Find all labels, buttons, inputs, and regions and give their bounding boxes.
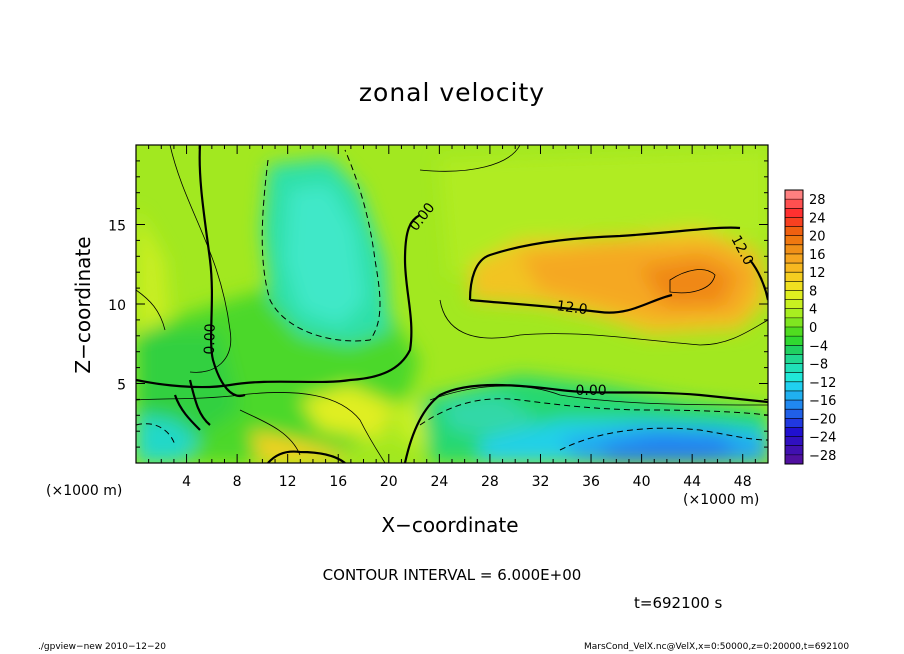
x-tick-label: 36: [582, 474, 600, 490]
colorbar-label: 0: [809, 321, 817, 336]
contour-interval-text: CONTOUR INTERVAL = 6.000E+00: [322, 566, 582, 584]
colorbar-label: −12: [809, 376, 836, 391]
x-tick-label: 32: [532, 474, 550, 490]
dashed-contours: [136, 149, 768, 451]
x-tick-label: 8: [233, 474, 242, 490]
thin-contours: [136, 145, 768, 463]
colorbar-segment: [785, 454, 803, 465]
footer-right: MarsCond_VelX.nc@VelX,x=0:50000,z=0:2000…: [584, 642, 850, 652]
colorbar-label: 16: [809, 248, 826, 263]
colorbar-segment: [785, 253, 803, 264]
colorbar-segment: [785, 317, 803, 328]
time-label: t=692100 s: [634, 594, 723, 612]
colorbar-segment: [785, 363, 803, 374]
x-tick-label: 12: [279, 474, 297, 490]
colorbar-label: −24: [809, 431, 836, 446]
colorbar-label: −20: [809, 412, 836, 427]
colorbar-segment: [785, 336, 803, 346]
colorbar-segment: [785, 235, 803, 246]
colorbar-label: −16: [809, 394, 836, 409]
colorbar-label: −8: [809, 358, 828, 373]
x-ticks: 4 8 12 16 20 24 28 32 36 40 44 48: [148, 145, 756, 490]
colorbar-label: 8: [809, 284, 817, 299]
colorbar-label: 12: [809, 266, 826, 281]
x-tick-label: 20: [380, 474, 398, 490]
colorbar-label: −28: [809, 449, 836, 464]
colorbar-segment: [785, 199, 803, 209]
contour-label: 0.00: [202, 323, 219, 355]
y-ticks: 5 10 15: [108, 160, 768, 448]
x-tick-label: 16: [329, 474, 347, 490]
colorbar-segment: [785, 290, 803, 300]
colorbar-label: −4: [809, 339, 828, 354]
y-tick-label: 10: [108, 298, 126, 314]
colorbar-segment: [785, 208, 803, 218]
colorbar-label: 20: [809, 230, 826, 245]
colorbar-segment: [785, 409, 803, 419]
colorbar-segment: [785, 354, 803, 364]
contour-label: 0.00: [575, 383, 606, 399]
x-tick-label: 28: [481, 474, 499, 490]
colorbar-segment: [785, 372, 803, 383]
contour-label-text: 12.0: [555, 298, 588, 318]
plot-area: [136, 145, 768, 463]
colorbar-segment: [785, 418, 803, 428]
contour-label-text: 0.00: [202, 323, 219, 355]
x-tick-label: 24: [430, 474, 448, 490]
x-tick-label: 4: [182, 474, 191, 490]
colorbar-segment: [785, 263, 803, 273]
x-axis-label: X−coordinate: [381, 513, 519, 537]
colorbar: 28 24 20 16 12 8 4 0 −4 −8 −12 −16 −20 −24 −28: [784, 189, 836, 465]
colorbar-segment: [785, 400, 803, 410]
colorbar-segment: [785, 308, 803, 319]
y-tick-label: 5: [117, 378, 126, 394]
colorbar-segment: [785, 272, 803, 282]
chart-title: zonal velocity: [358, 78, 546, 107]
contour-label-text: 0.00: [575, 383, 606, 399]
colorbar-segment: [785, 381, 803, 392]
field-shading: [136, 150, 768, 463]
contour-label: 12.0: [555, 298, 588, 318]
colorbar-segment: [785, 445, 803, 456]
footer-left: ./gpview−new 2010−12−20: [38, 642, 166, 652]
colorbar-segment: [785, 427, 803, 437]
colorbar-segment: [785, 327, 803, 337]
thick-contours: [136, 145, 768, 463]
colorbar-segment: [785, 226, 803, 237]
x-tick-label: 48: [734, 474, 752, 490]
colorbar-segment: [785, 345, 803, 355]
colorbar-segment: [785, 390, 803, 401]
x-tick-label: 40: [633, 474, 651, 490]
colorbar-segment: [785, 281, 803, 291]
x-unit-left: (×1000 m): [46, 483, 123, 499]
colorbar-label: 28: [809, 193, 826, 208]
colorbar-segment: [785, 217, 803, 227]
colorbar-segment: [785, 299, 803, 310]
colorbar-segment: [785, 190, 803, 200]
colorbar-segment: [785, 244, 803, 255]
colorbar-segment: [785, 436, 803, 447]
x-tick-label: 44: [683, 474, 701, 490]
y-tick-label: 15: [108, 219, 126, 235]
colorbar-label: 24: [809, 211, 826, 226]
x-unit-right: (×1000 m): [683, 492, 760, 508]
colorbar-label: 4: [809, 303, 817, 318]
